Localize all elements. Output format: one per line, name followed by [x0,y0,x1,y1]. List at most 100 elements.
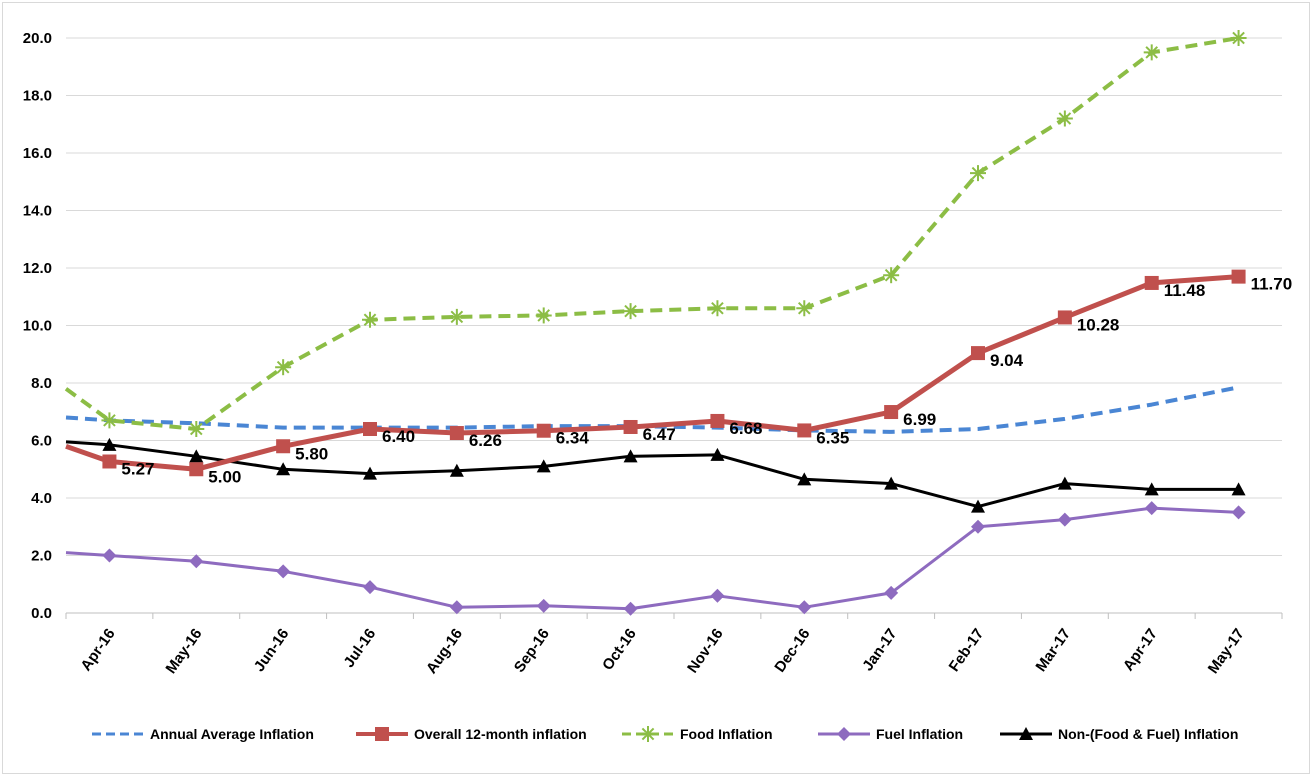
data-point-asterisk [535,307,552,324]
x-tick-label: Oct-16 [599,626,640,674]
legend-label: Annual Average Inflation [150,726,314,742]
data-point-asterisk [970,165,986,182]
data-point-asterisk [796,300,813,317]
data-point-triangle [884,476,899,490]
legend-item: Non-(Food & Fuel) Inflation [1000,726,1238,742]
data-point-triangle [1144,482,1159,496]
data-point-asterisk [640,726,656,742]
series-line [65,385,1239,434]
series-non-food-fuel-inflation [65,437,1246,513]
data-point-diamond [449,600,464,615]
asterisk-stroke [884,268,898,282]
series-annual-average-inflation [65,385,1239,434]
data-point-square [449,426,464,441]
data-point-triangle [1057,476,1072,490]
data-point-diamond [363,580,377,595]
data-label: 6.99 [903,410,936,429]
y-tick-label: 2.0 [31,548,52,565]
gridlines [66,37,1282,556]
x-tick-label: Jul-16 [340,626,379,671]
data-label: 11.48 [1164,281,1206,300]
legend-label: Fuel Inflation [876,726,963,742]
data-label: 6.34 [556,429,590,448]
data-point-diamond [1057,512,1072,527]
y-tick-label: 14.0 [23,203,52,220]
data-point-diamond [837,727,851,741]
asterisk-stroke [1145,46,1159,59]
asterisk-stroke [797,301,811,315]
data-label: 9.04 [990,351,1024,370]
x-tick-label: Dec-16 [771,626,813,676]
data-point-triangle [710,447,725,461]
data-label: 10.28 [1077,315,1120,334]
data-point-square [276,439,291,454]
y-axis-tick-labels: 0.0 2.0 4.0 6.0 8.0 10.0 12.0 14.0 16.0 18.0 20.0 [23,30,52,622]
data-point-diamond [1231,505,1246,520]
data-point-square [797,423,812,438]
data-point-square [710,413,725,428]
legend: Annual Average Inflation Overall 12-month… [92,726,1238,742]
asterisk-stroke [189,422,203,436]
data-point-diamond [710,588,725,603]
asterisk-stroke [363,313,377,327]
data-point-asterisk [1143,44,1160,61]
data-point-diamond [623,601,638,616]
asterisk-stroke [537,309,551,322]
y-tick-label: 16.0 [23,145,52,162]
series-overall-12-month-inflation [65,269,1246,477]
y-tick-label: 10.0 [23,318,52,335]
data-point-square [971,346,985,361]
data-point-asterisk [275,359,292,376]
data-point-diamond [102,548,117,563]
legend-label: Food Inflation [680,726,773,742]
data-point-triangle [276,462,291,476]
x-tick-label: Nov-16 [684,626,727,677]
y-tick-label: 20.0 [23,30,52,47]
x-tick-label: Mar-17 [1032,626,1074,675]
data-label: 5.80 [295,444,328,463]
data-point-asterisk [883,267,900,284]
y-tick-label: 12.0 [23,260,52,277]
data-point-square [1144,275,1159,290]
x-tick-label: May-16 [162,626,205,677]
data-point-square [102,454,117,469]
data-point-square [536,423,551,438]
data-point-triangle [536,459,551,473]
asterisk-stroke [624,304,637,318]
asterisk-stroke [276,360,290,374]
data-point-diamond [797,600,812,615]
data-label: 6.35 [816,428,849,447]
data-point-diamond [536,598,551,613]
data-point-triangle [1019,727,1033,740]
data-point-asterisk [101,412,118,429]
data-point-asterisk [448,308,465,325]
data-point-diamond [884,585,899,600]
data-label: 5.00 [208,467,241,486]
legend-label: Non-(Food & Fuel) Inflation [1058,726,1238,742]
series-line [65,440,1239,509]
legend-item: Annual Average Inflation [92,726,314,742]
data-point-square [375,727,389,741]
y-tick-label: 8.0 [31,375,52,392]
x-tick-label: Jun-16 [251,626,293,675]
data-point-diamond [276,564,291,579]
series-food-inflation [64,30,1247,437]
y-tick-label: 0.0 [31,605,52,622]
data-point-asterisk [362,311,378,328]
series-lines [64,30,1247,616]
y-tick-label: 18.0 [23,88,52,105]
y-tick-label: 4.0 [31,490,52,507]
data-point-asterisk [622,303,639,320]
data-point-square [363,422,377,436]
data-point-square [1057,310,1072,325]
data-point-triangle [363,466,377,480]
asterisk-stroke [103,414,116,427]
data-point-triangle [102,437,117,451]
asterisk-stroke [450,310,464,324]
x-axis: Apr-16 May-16 Jun-16 Jul-16 Aug-16 Sep-16 Oct-… [65,612,1283,677]
legend-item: Food Inflation [622,726,773,742]
data-point-triangle [623,449,638,463]
data-label: 5.27 [121,459,154,478]
legend-label: Overall 12-month inflation [414,726,587,742]
